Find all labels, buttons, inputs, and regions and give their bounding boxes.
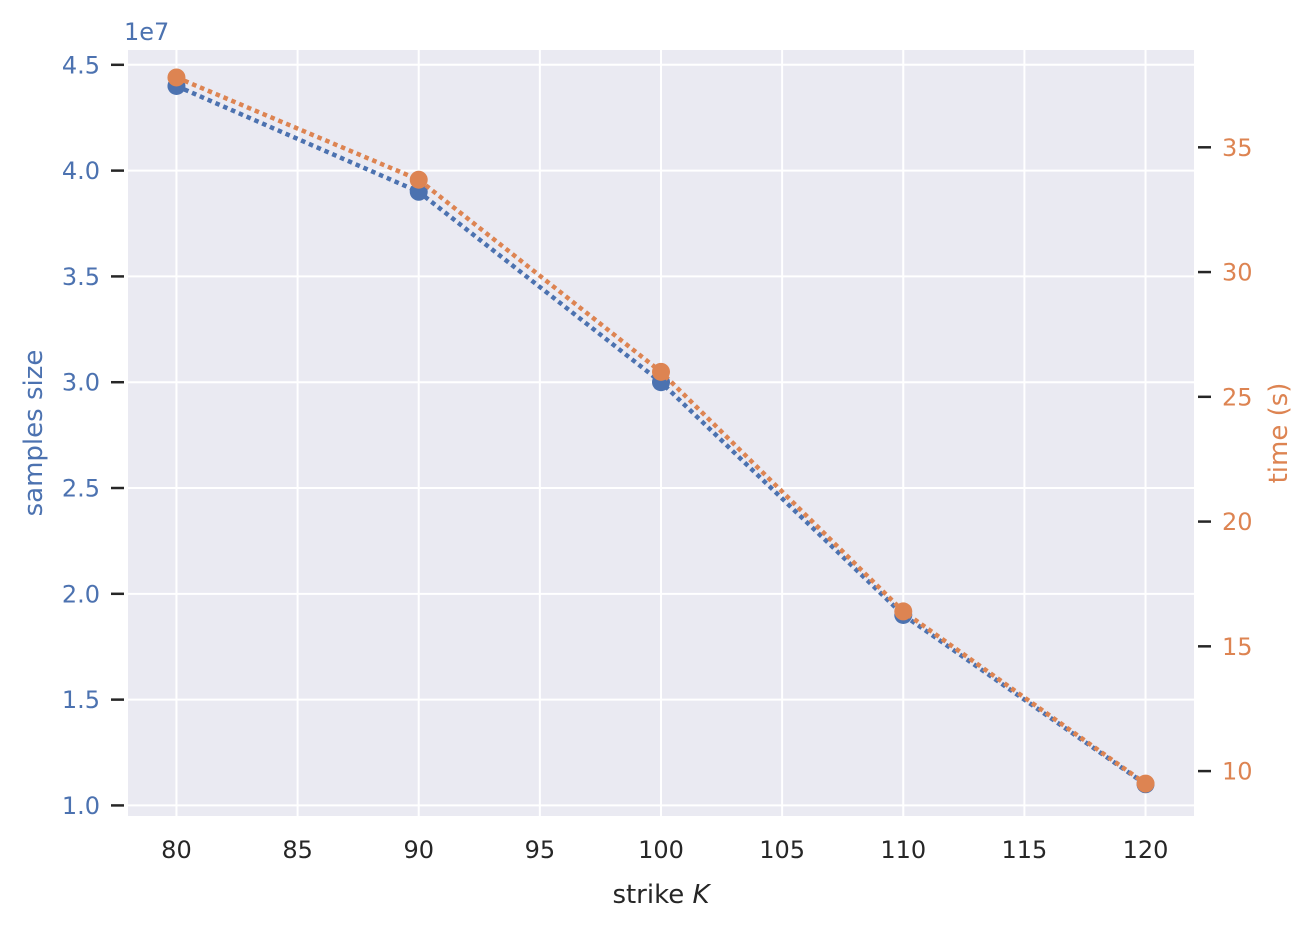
x-tick-label: 110 (880, 836, 926, 864)
right-tick-label: 10 (1222, 758, 1253, 786)
x-tick-label: 120 (1123, 836, 1169, 864)
right-tick-label: 20 (1222, 508, 1253, 536)
series-right-point (652, 362, 670, 381)
series-right-point (1136, 774, 1155, 793)
x-tick-label: 90 (403, 836, 434, 864)
x-tick-label: 105 (759, 836, 805, 864)
right-tick-label: 15 (1222, 633, 1253, 661)
right-y-axis: 10 15 20 25 30 35 (1198, 134, 1253, 786)
right-tick-label: 35 (1222, 134, 1253, 162)
left-y-axis: 1.0 1.5 2.0 2.5 3.0 3.5 4.0 4.5 (62, 51, 124, 820)
x-axis-title: strike K (612, 880, 711, 910)
left-tick-label: 1.0 (62, 792, 100, 820)
series-right-point (409, 170, 428, 189)
left-tick-label: 3.5 (62, 263, 100, 291)
left-axis-offset-label: 1e7 (124, 18, 169, 46)
x-tick-label: 100 (638, 836, 684, 864)
x-tick-label: 85 (282, 836, 313, 864)
left-axis-title: samples size (19, 350, 49, 517)
left-tick-label: 1.5 (62, 686, 100, 714)
x-tick-label: 80 (161, 836, 192, 864)
right-axis-title: time (s) (1264, 383, 1294, 484)
series-layer (167, 68, 1155, 794)
x-tick-label: 95 (525, 836, 556, 864)
left-tick-label: 3.0 (62, 369, 100, 397)
x-tick-label: 115 (1002, 836, 1048, 864)
right-tick-label: 30 (1222, 259, 1253, 287)
x-axis: 80 85 90 95 100 105 110 115 120 (161, 836, 1168, 864)
series-right-point (167, 68, 186, 87)
left-tick-label: 2.0 (62, 580, 100, 608)
left-tick-label: 2.5 (62, 475, 100, 503)
series-right-point (894, 602, 913, 621)
left-tick-label: 4.0 (62, 157, 100, 185)
right-tick-label: 25 (1222, 383, 1253, 411)
left-tick-label: 4.5 (62, 51, 100, 79)
